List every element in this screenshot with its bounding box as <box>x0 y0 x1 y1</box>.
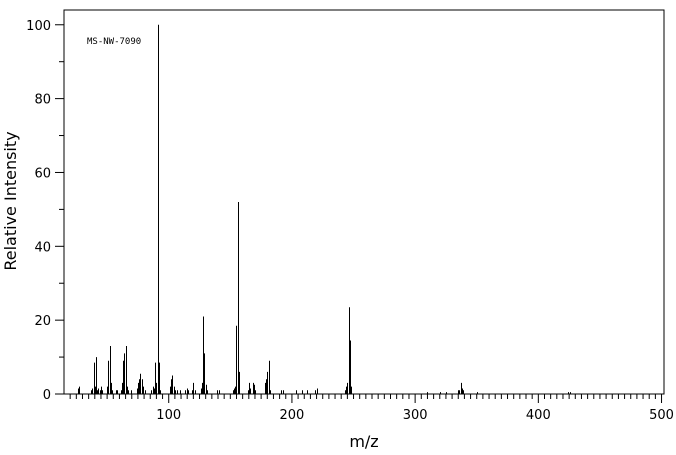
spectrum-peaks <box>78 24 571 394</box>
x-tick-label: 500 <box>649 408 674 423</box>
y-tick-label: 20 <box>34 314 51 329</box>
x-axis-label: m/z <box>349 432 378 451</box>
x-tick-label: 200 <box>280 408 305 423</box>
y-tick-label: 0 <box>43 388 51 403</box>
x-tick-label: 400 <box>526 408 551 423</box>
plot-frame <box>63 9 665 395</box>
sample-id-label: MS-NW-7090 <box>87 37 141 47</box>
x-axis-ticks: 100 200 300 400 500 <box>69 394 674 423</box>
y-axis-label: Relative Intensity <box>1 131 20 270</box>
x-tick-label: 100 <box>156 408 181 423</box>
y-tick-label: 40 <box>34 240 51 255</box>
y-tick-label: 60 <box>34 166 51 181</box>
x-tick-label: 300 <box>403 408 428 423</box>
y-tick-label: 80 <box>34 93 51 108</box>
y-tick-label: 100 <box>26 19 51 34</box>
y-axis-ticks: 0 20 40 60 80 100 <box>26 19 64 403</box>
